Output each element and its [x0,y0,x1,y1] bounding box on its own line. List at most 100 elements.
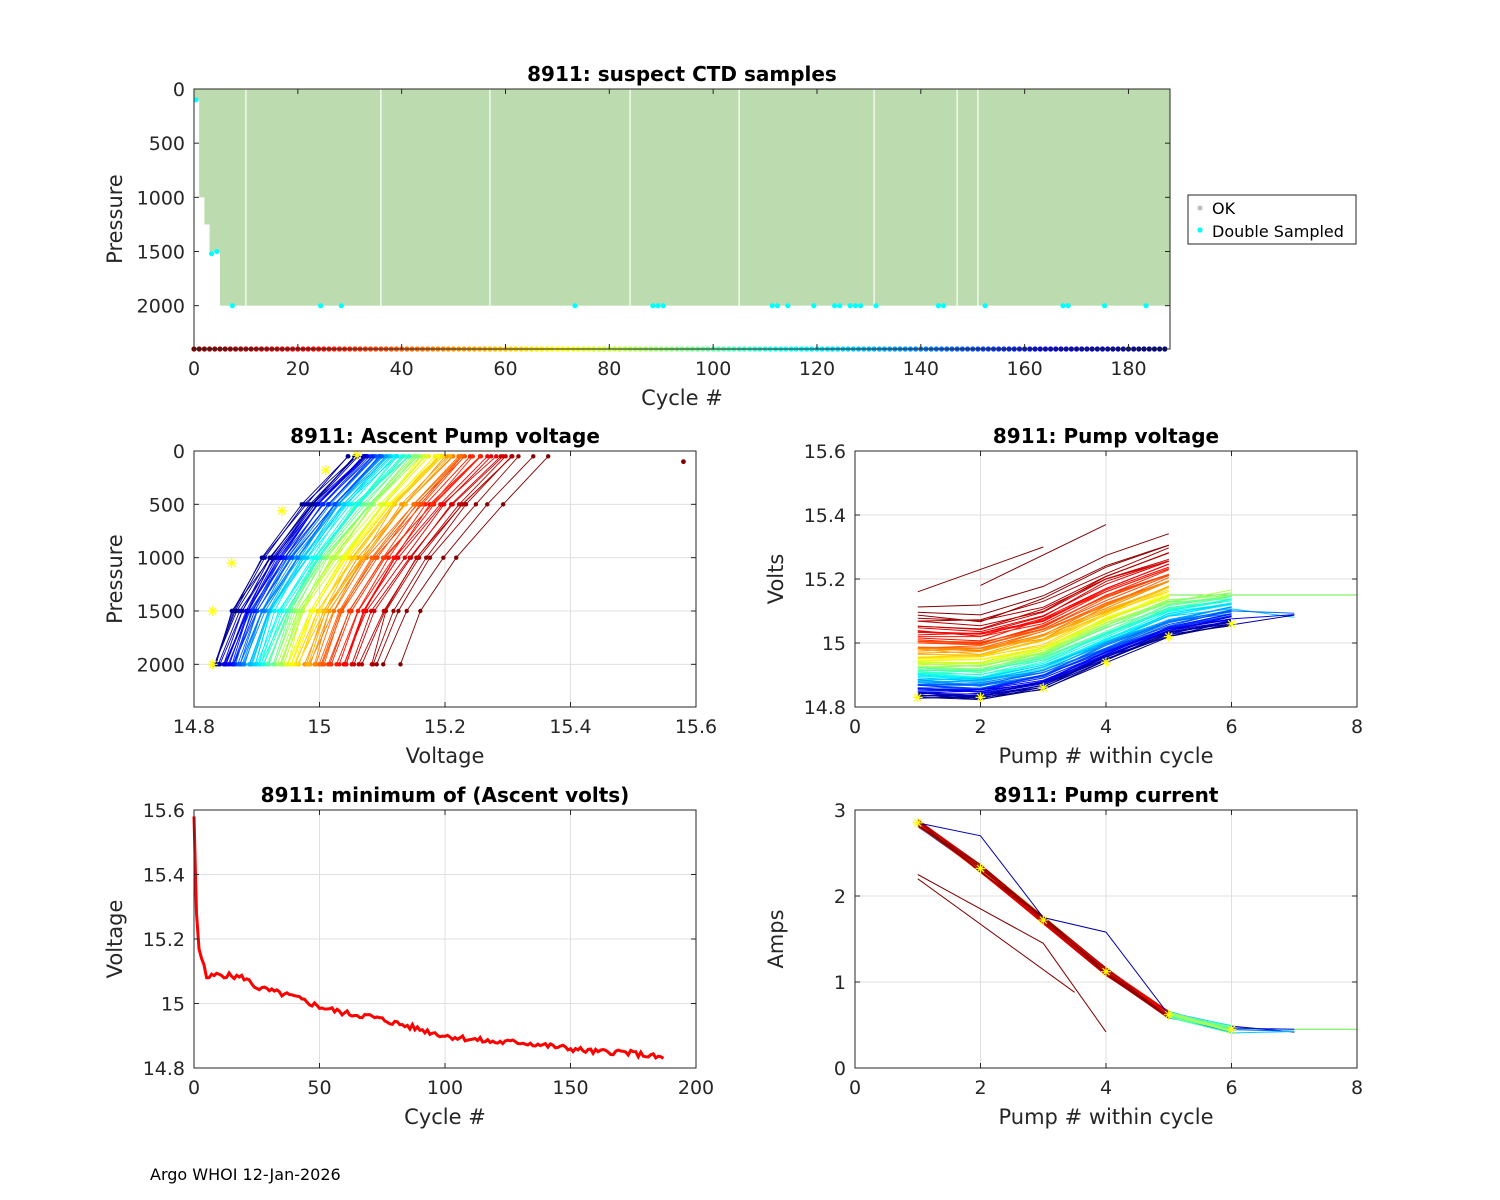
y-tick-label: 0 [173,79,185,101]
ok-sample-column [739,89,745,306]
pump-volt-line [917,623,1232,700]
ascent-outlier-point [681,459,686,465]
ascent-profile-point [424,555,429,560]
ok-sample-column [604,89,610,306]
ok-sample-column [1092,89,1098,306]
double-sampled-point [852,303,858,309]
y-tick-label: 14.8 [804,697,846,719]
ok-sample-column [443,89,449,306]
ascent-profile-point [360,555,365,560]
ok-sample-column [417,89,423,306]
y-tick-label: 1000 [137,548,185,570]
ok-sample-column [822,89,828,306]
ascent-profile-point [411,502,417,507]
ok-sample-column [770,89,776,306]
x-tick-label: 15.4 [549,716,591,738]
yellow-star-marker [1226,1024,1237,1035]
ascent-profile-point [363,502,368,507]
pump-volt-line [917,606,1232,685]
ascent-profile-point [336,502,341,507]
ascent-profile-point [312,662,317,667]
ascent-profile-point [252,608,257,614]
ascent-profile-point [473,502,479,507]
chart-title: 8911: Ascent Pump voltage [290,424,600,448]
ascent-profile-point [247,662,252,667]
ascent-profile-point [336,608,342,614]
ok-sample-column [926,89,932,306]
y-tick-label: 15.6 [143,800,185,822]
ok-sample-column [422,89,429,306]
ok-sample-column [635,89,641,306]
ascent-profile-point [349,662,354,667]
ok-sample-column [370,89,377,306]
chart-title: 8911: Pump voltage [993,424,1219,448]
y-tick-label: 3 [834,800,846,822]
yellow-star-marker [320,465,331,476]
pump-volt-line [917,618,1232,697]
ok-sample-column [1024,89,1031,306]
ok-sample-column [339,89,345,306]
ascent-profile-point [271,662,276,667]
ascent-profile-point [386,555,391,560]
double-sampled-point [660,303,666,309]
double-sampled-point [982,303,988,309]
ascent-profile-point [380,502,386,507]
ascent-profile-point [391,608,396,614]
ok-sample-column [946,89,953,306]
ok-sample-column [671,89,678,306]
ok-sample-column [1138,89,1145,306]
ascent-profile-point [308,608,313,614]
chart-title: 8911: suspect CTD samples [527,62,837,86]
ok-sample-column [733,89,740,306]
chart-pumpvolt: 0 2 4 6 8 14.8 15 15.2 15.4 15.6 8911: Pump voltag… [764,424,1363,768]
ok-sample-column [650,89,657,306]
ok-sample-column [401,89,408,306]
ok-sample-column [474,89,480,306]
ok-sample-column [998,89,1005,306]
ok-sample-column [334,89,340,306]
x-tick-label: 140 [903,358,939,380]
ok-sample-column [1035,89,1041,306]
ok-sample-column [796,89,802,306]
pump-volt-line [917,566,1169,635]
ascent-profile-point [355,608,361,614]
ok-sample-column [868,89,875,306]
ascent-profile-point [456,502,462,507]
x-tick-label: 100 [695,358,731,380]
ok-sample-column [957,89,963,306]
x-tick-label: 120 [799,358,835,380]
ascent-profile-point [404,608,409,614]
yellow-star-marker [912,692,923,703]
ascent-profile-point [441,555,446,560]
ok-sample-column [297,89,304,306]
x-axis-label: Cycle # [404,1105,486,1129]
double-sampled-point [873,303,879,309]
ok-sample-column [1071,89,1077,306]
ok-sample-column [303,89,309,306]
ok-sample-column [328,89,335,306]
pump-volt-line [917,544,1169,616]
yellow-star-marker [1163,631,1174,642]
ascent-profile-point [351,502,356,507]
ok-sample-column [448,89,454,306]
double-sampled-point [317,303,324,309]
pump-volt-line [917,573,1169,644]
ok-sample-column [360,89,366,306]
ok-sample-column [505,89,512,306]
pump-volt-line [917,552,1169,627]
ascent-profile-point [320,502,325,507]
ascent-profile-point [356,662,361,667]
x-axis-label: Pump # within cycle [999,744,1214,768]
double-sampled-point [229,303,235,309]
pump-volt-line [917,581,1169,652]
ok-sample-column [1066,89,1072,306]
ok-sample-column [344,89,351,306]
ascent-profile-point [343,662,349,667]
ok-sample-column [889,89,896,306]
pump-volt-line [917,580,1169,650]
min-voltage-line [192,816,665,1061]
ascent-profile-point [406,454,411,459]
ok-sample-column [806,89,813,306]
pump-volt-line [917,609,1232,686]
ok-sample-column [562,89,569,306]
